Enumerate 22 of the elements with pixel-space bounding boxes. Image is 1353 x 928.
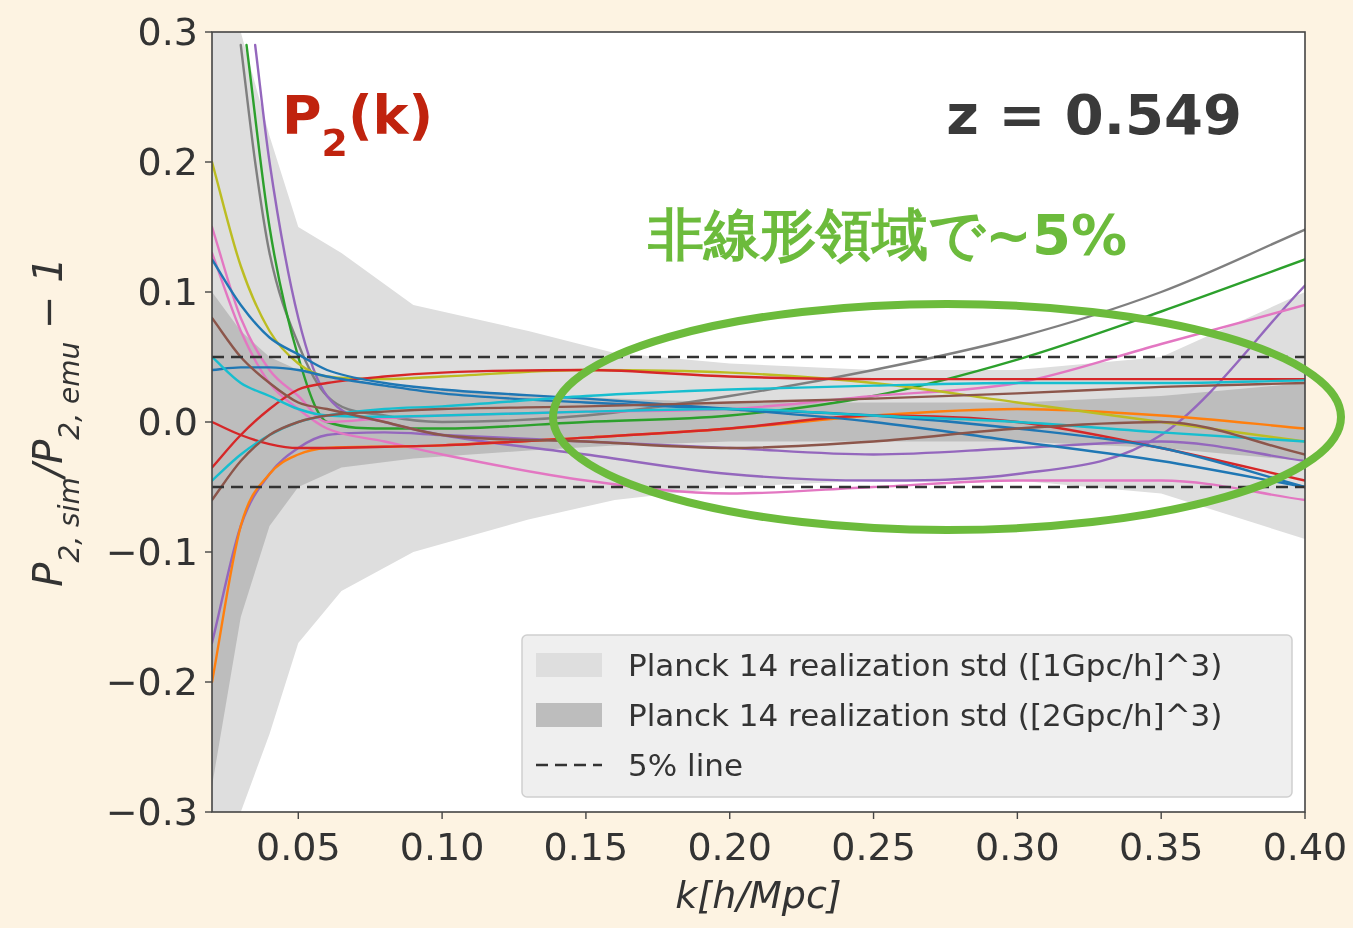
x-tick-label: 0.05 <box>255 825 341 869</box>
x-axis-title: k[h/Mpc] <box>675 873 842 917</box>
x-tick-label: 0.35 <box>1118 825 1204 869</box>
x-tick-label: 0.15 <box>543 825 629 869</box>
y-tick-label: −0.3 <box>105 790 198 834</box>
y-tick-label: 0.3 <box>137 10 198 54</box>
y-tick-label: 0.1 <box>137 270 198 314</box>
x-tick-label: 0.25 <box>831 825 916 869</box>
annotation: P$_{2}$(k) <box>282 84 434 165</box>
x-tick-label: 0.40 <box>1262 825 1348 869</box>
y-tick-label: 0.2 <box>137 140 198 184</box>
y-tick-label: −0.1 <box>105 530 198 574</box>
x-tick-label: 0.20 <box>687 825 773 869</box>
x-tick-label: 0.30 <box>975 825 1060 869</box>
x-tick-label: 0.10 <box>399 825 485 869</box>
legend-label: Planck 14 realization std ([2Gpc/h]^3) <box>628 697 1223 733</box>
legend-label: 5% line <box>628 747 743 783</box>
annotation: z = 0.549 <box>946 82 1242 147</box>
y-tick-label: 0.0 <box>137 400 198 444</box>
y-tick-label: −0.2 <box>105 660 198 704</box>
annotation: 非線形領域で~5% <box>647 202 1127 267</box>
legend-label: Planck 14 realization std ([1Gpc/h]^3) <box>628 647 1223 683</box>
